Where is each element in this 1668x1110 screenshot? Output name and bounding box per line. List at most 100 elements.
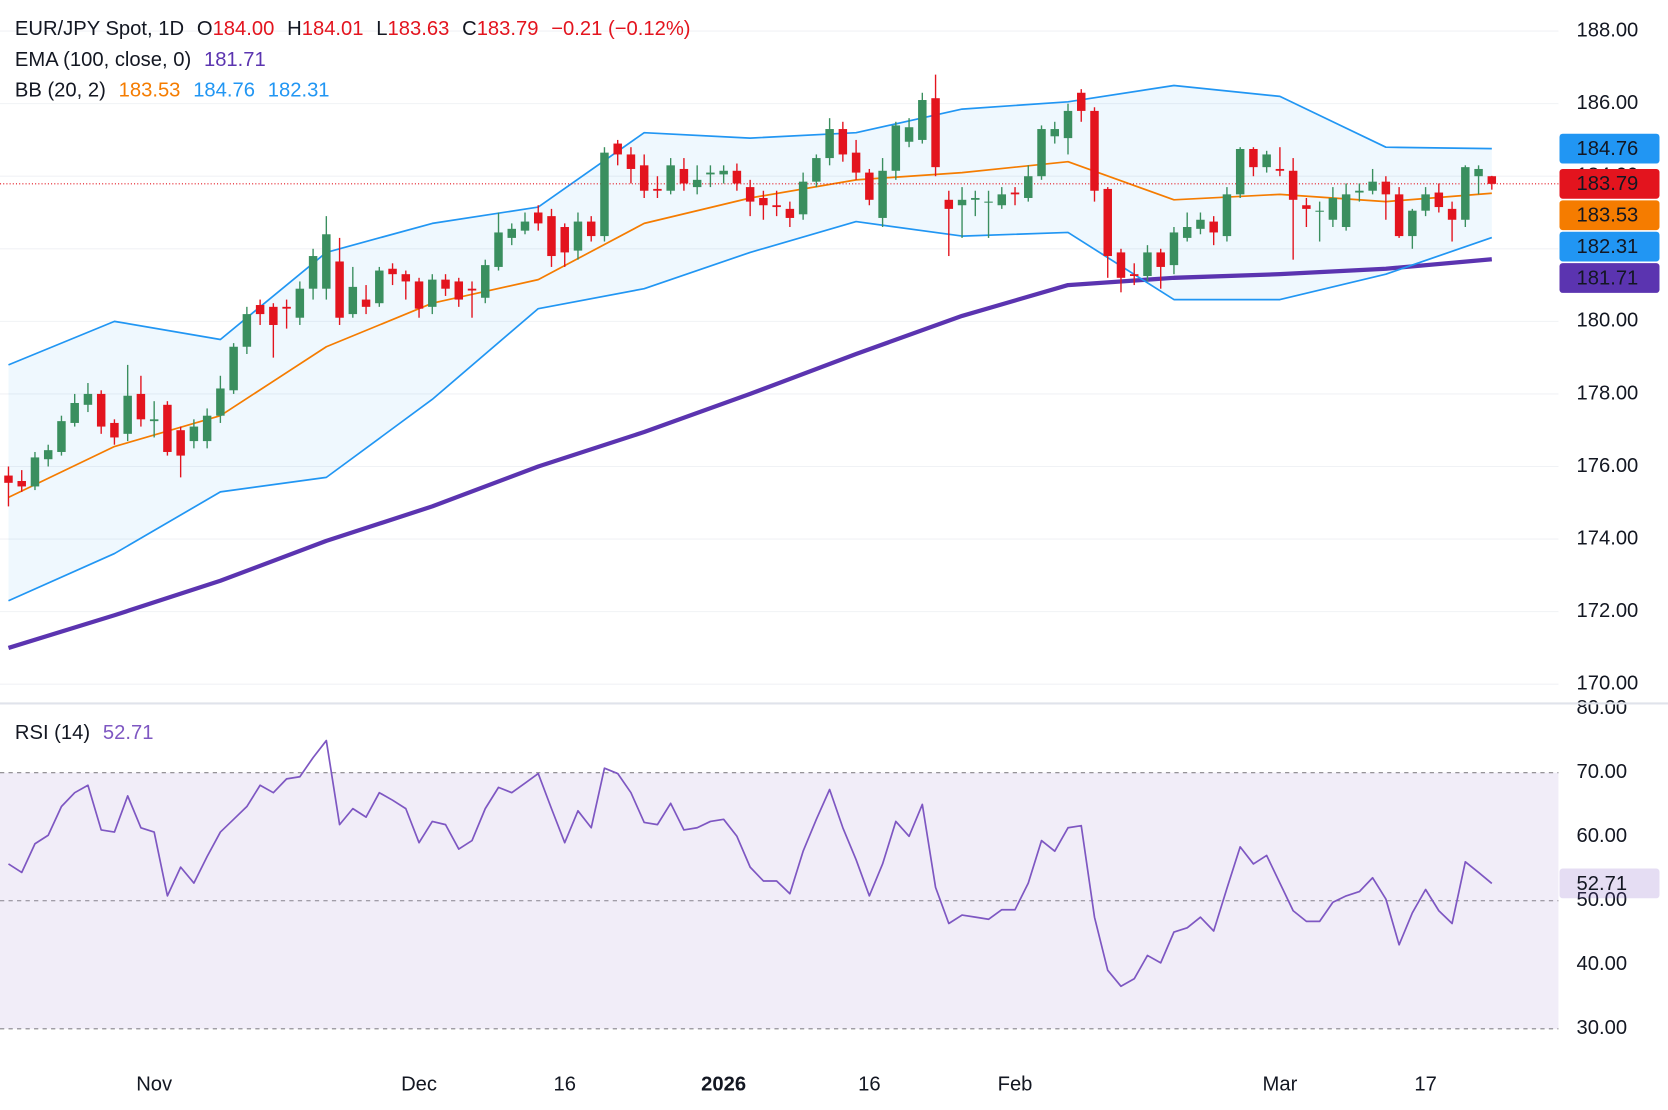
indicator-value: 182.31 <box>268 80 330 102</box>
candle-body <box>1116 252 1126 278</box>
candle-body <box>189 426 199 442</box>
candle-body <box>136 393 146 420</box>
indicator-value: 183.53 <box>119 80 181 102</box>
x-tick-label: Feb <box>998 1074 1033 1096</box>
y-tick-label: 80.00 <box>1577 697 1628 719</box>
candle-body <box>17 481 26 487</box>
candle-body <box>348 286 358 315</box>
candle-body <box>1275 168 1285 171</box>
rsi-value: 52.71 <box>103 723 154 745</box>
legend-line: EUR/JPY Spot, 1D O184.00 H184.01 L183.63 C18… <box>15 18 691 40</box>
legend-line: EMA (100, close, 0) 181.71 <box>15 49 266 71</box>
candle-body <box>176 430 185 456</box>
candle-body <box>825 129 834 159</box>
indicator-value: 184.76 <box>193 80 255 102</box>
candle-body <box>1461 167 1470 220</box>
candle-body <box>1328 197 1338 220</box>
indicator-line <box>8 220 1493 602</box>
candle-body <box>216 388 225 416</box>
y-tick-label: 170.00 <box>1577 673 1639 695</box>
y-tick-label: 178.00 <box>1577 382 1639 404</box>
x-tick-label: 2026 <box>701 1074 746 1096</box>
candle-body <box>785 208 795 218</box>
candle-body <box>745 187 755 202</box>
candle-body <box>1249 149 1258 168</box>
price-tag <box>1559 200 1660 231</box>
price-tag-label: 181.71 <box>1577 267 1639 289</box>
x-tick-label: 16 <box>553 1074 575 1096</box>
x-tick-label: Dec <box>401 1074 437 1096</box>
candle-body <box>1474 168 1483 177</box>
ohlc-value: 184.01 <box>302 18 364 40</box>
candle-body <box>428 279 437 307</box>
band-fill <box>8 85 1492 601</box>
candle-body <box>1408 210 1417 237</box>
candle-body <box>600 152 609 237</box>
price-tag-label: 183.53 <box>1577 205 1639 227</box>
candle-body <box>1063 110 1073 139</box>
price-tag <box>1559 168 1660 199</box>
candle-body <box>1010 192 1020 195</box>
candle-body <box>149 419 159 422</box>
candle-body <box>401 274 411 282</box>
candle-body <box>573 221 583 251</box>
candle-body <box>441 279 450 289</box>
legend-line: BB (20, 2) 183.53 184.76 182.31 <box>15 80 330 102</box>
candle-body <box>1288 170 1298 200</box>
grid <box>0 30 1559 1030</box>
candle-body <box>454 281 464 300</box>
candle-body <box>1077 92 1086 111</box>
candle-body <box>494 232 503 267</box>
candle-body <box>547 216 556 257</box>
price-tag-label: 182.31 <box>1577 236 1639 258</box>
ohlc-key: L <box>376 18 387 40</box>
candle-body <box>322 234 331 289</box>
candle-body <box>1143 252 1152 276</box>
candle-body <box>1394 194 1404 237</box>
ohlc-key: C <box>462 18 477 40</box>
candle-body <box>507 228 516 238</box>
candle-body <box>4 475 13 483</box>
price-tag-label: 52.71 <box>1577 873 1628 895</box>
candle-body <box>1103 188 1112 257</box>
price-tags: 184.76 183.79 183.53 182.31 181.71 52.71 <box>1559 133 1660 899</box>
x-tick-label: Mar <box>1263 1074 1298 1096</box>
candle-body <box>812 158 821 182</box>
x-tick-label: 17 <box>1414 1074 1436 1096</box>
ohlc-key: O <box>197 18 213 40</box>
candle-body <box>361 299 371 307</box>
candle-body <box>123 395 132 434</box>
candle-body <box>865 172 874 200</box>
candle-body <box>798 181 808 215</box>
candle-body <box>653 188 662 191</box>
candle-body <box>1156 252 1165 267</box>
candle-body <box>202 415 212 442</box>
candle-body <box>838 129 848 155</box>
candle-body <box>520 221 530 231</box>
candle-body <box>1341 194 1351 228</box>
candle-body <box>639 165 649 191</box>
y-tick-label: 186.00 <box>1577 92 1639 114</box>
candle-body <box>904 127 914 142</box>
candle-body <box>944 199 954 209</box>
fills <box>0 85 1559 1029</box>
candle-body <box>375 270 384 304</box>
candle-body <box>1487 176 1497 184</box>
candle-body <box>851 152 861 173</box>
candle-body <box>163 404 172 452</box>
candle-body <box>414 281 424 309</box>
candle-body <box>57 421 66 452</box>
candle-body <box>772 205 781 208</box>
y-tick-label: 30.00 <box>1577 1017 1628 1039</box>
indicator-value: 181.71 <box>204 49 266 71</box>
candle-body <box>1169 232 1179 266</box>
y-tick-label: 172.00 <box>1577 600 1639 622</box>
price-tag-label: 183.79 <box>1577 173 1639 195</box>
candle-body <box>679 168 689 184</box>
indicator-name: EMA (100, close, 0) <box>15 49 191 71</box>
candle-body <box>931 98 940 168</box>
candle-body <box>255 305 265 315</box>
candle-body <box>1355 190 1364 193</box>
